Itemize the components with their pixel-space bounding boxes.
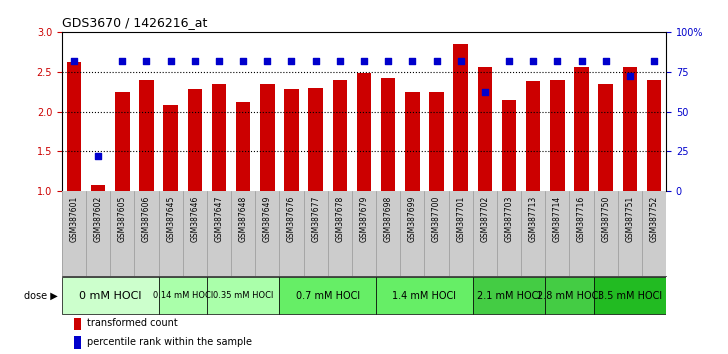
Point <box>213 58 225 63</box>
Text: GSM387716: GSM387716 <box>577 195 586 242</box>
Text: 1.4 mM HOCl: 1.4 mM HOCl <box>392 291 456 301</box>
Bar <box>284 89 298 191</box>
Bar <box>381 78 395 191</box>
Text: GSM387699: GSM387699 <box>408 195 417 242</box>
Point <box>382 58 394 63</box>
Text: 0.35 mM HOCl: 0.35 mM HOCl <box>213 291 273 300</box>
FancyBboxPatch shape <box>376 277 472 314</box>
Point <box>455 58 467 63</box>
Bar <box>646 80 661 191</box>
Text: GSM387676: GSM387676 <box>287 195 296 242</box>
FancyBboxPatch shape <box>159 277 207 314</box>
Bar <box>598 85 613 191</box>
Text: GSM387714: GSM387714 <box>553 195 562 242</box>
Bar <box>139 80 154 191</box>
Point <box>92 153 104 159</box>
Point <box>237 58 249 63</box>
FancyBboxPatch shape <box>280 277 376 314</box>
Point <box>334 58 346 63</box>
Bar <box>526 81 540 191</box>
Bar <box>333 80 347 191</box>
Text: GSM387679: GSM387679 <box>360 195 368 242</box>
Point <box>358 58 370 63</box>
FancyBboxPatch shape <box>545 277 593 314</box>
Bar <box>236 102 250 191</box>
Point <box>310 58 322 63</box>
Bar <box>260 84 274 191</box>
Point <box>68 58 80 63</box>
Text: 0 mM HOCl: 0 mM HOCl <box>79 291 141 301</box>
Text: GSM387701: GSM387701 <box>456 195 465 242</box>
Text: 3.5 mM HOCl: 3.5 mM HOCl <box>598 291 662 301</box>
Bar <box>67 62 82 191</box>
Text: GSM387601: GSM387601 <box>69 195 79 242</box>
Point <box>527 58 539 63</box>
FancyBboxPatch shape <box>593 277 666 314</box>
Bar <box>74 336 82 348</box>
Text: GSM387703: GSM387703 <box>505 195 513 242</box>
Text: GSM387602: GSM387602 <box>94 195 103 242</box>
Text: percentile rank within the sample: percentile rank within the sample <box>87 337 253 347</box>
Point <box>479 90 491 95</box>
Bar <box>574 67 589 191</box>
Point <box>285 58 297 63</box>
Text: GSM387752: GSM387752 <box>649 195 659 242</box>
Text: dose ▶: dose ▶ <box>25 291 58 301</box>
Point <box>165 58 176 63</box>
Text: 2.8 mM HOCl: 2.8 mM HOCl <box>537 291 601 301</box>
Text: GSM387698: GSM387698 <box>384 195 392 242</box>
Text: GSM387646: GSM387646 <box>190 195 199 242</box>
Text: GSM387605: GSM387605 <box>118 195 127 242</box>
Text: GSM387606: GSM387606 <box>142 195 151 242</box>
Point <box>648 58 660 63</box>
Bar <box>163 105 178 191</box>
Bar <box>357 73 371 191</box>
Point <box>600 58 612 63</box>
Text: GSM387677: GSM387677 <box>311 195 320 242</box>
Text: GDS3670 / 1426216_at: GDS3670 / 1426216_at <box>62 16 207 29</box>
FancyBboxPatch shape <box>62 277 159 314</box>
Bar <box>454 44 468 191</box>
Text: 2.1 mM HOCl: 2.1 mM HOCl <box>477 291 541 301</box>
Bar <box>622 67 637 191</box>
Point <box>552 58 563 63</box>
Text: GSM387648: GSM387648 <box>239 195 248 242</box>
Bar <box>309 88 323 191</box>
Point <box>431 58 443 63</box>
Bar <box>550 80 565 191</box>
Bar <box>212 84 226 191</box>
Text: GSM387647: GSM387647 <box>215 195 223 242</box>
Text: GSM387645: GSM387645 <box>166 195 175 242</box>
Text: GSM387713: GSM387713 <box>529 195 538 242</box>
Text: GSM387678: GSM387678 <box>336 195 344 242</box>
Point <box>406 58 418 63</box>
Bar <box>478 67 492 191</box>
Point <box>141 58 152 63</box>
Bar <box>430 92 444 191</box>
FancyBboxPatch shape <box>207 277 280 314</box>
Text: 0.14 mM HOCl: 0.14 mM HOCl <box>153 291 213 300</box>
Bar <box>502 101 516 191</box>
Text: 0.7 mM HOCl: 0.7 mM HOCl <box>296 291 360 301</box>
Text: transformed count: transformed count <box>87 318 178 328</box>
Bar <box>115 92 130 191</box>
Text: GSM387700: GSM387700 <box>432 195 441 242</box>
Point <box>116 58 128 63</box>
Text: GSM387751: GSM387751 <box>625 195 634 242</box>
Text: GSM387702: GSM387702 <box>480 195 489 242</box>
Point <box>261 58 273 63</box>
Bar <box>405 92 419 191</box>
Text: GSM387750: GSM387750 <box>601 195 610 242</box>
Bar <box>91 185 106 191</box>
Bar <box>74 318 82 330</box>
Text: GSM387649: GSM387649 <box>263 195 272 242</box>
Point <box>189 58 201 63</box>
Point <box>576 58 587 63</box>
Point <box>624 74 636 79</box>
FancyBboxPatch shape <box>472 277 545 314</box>
Point <box>503 58 515 63</box>
Bar <box>188 89 202 191</box>
